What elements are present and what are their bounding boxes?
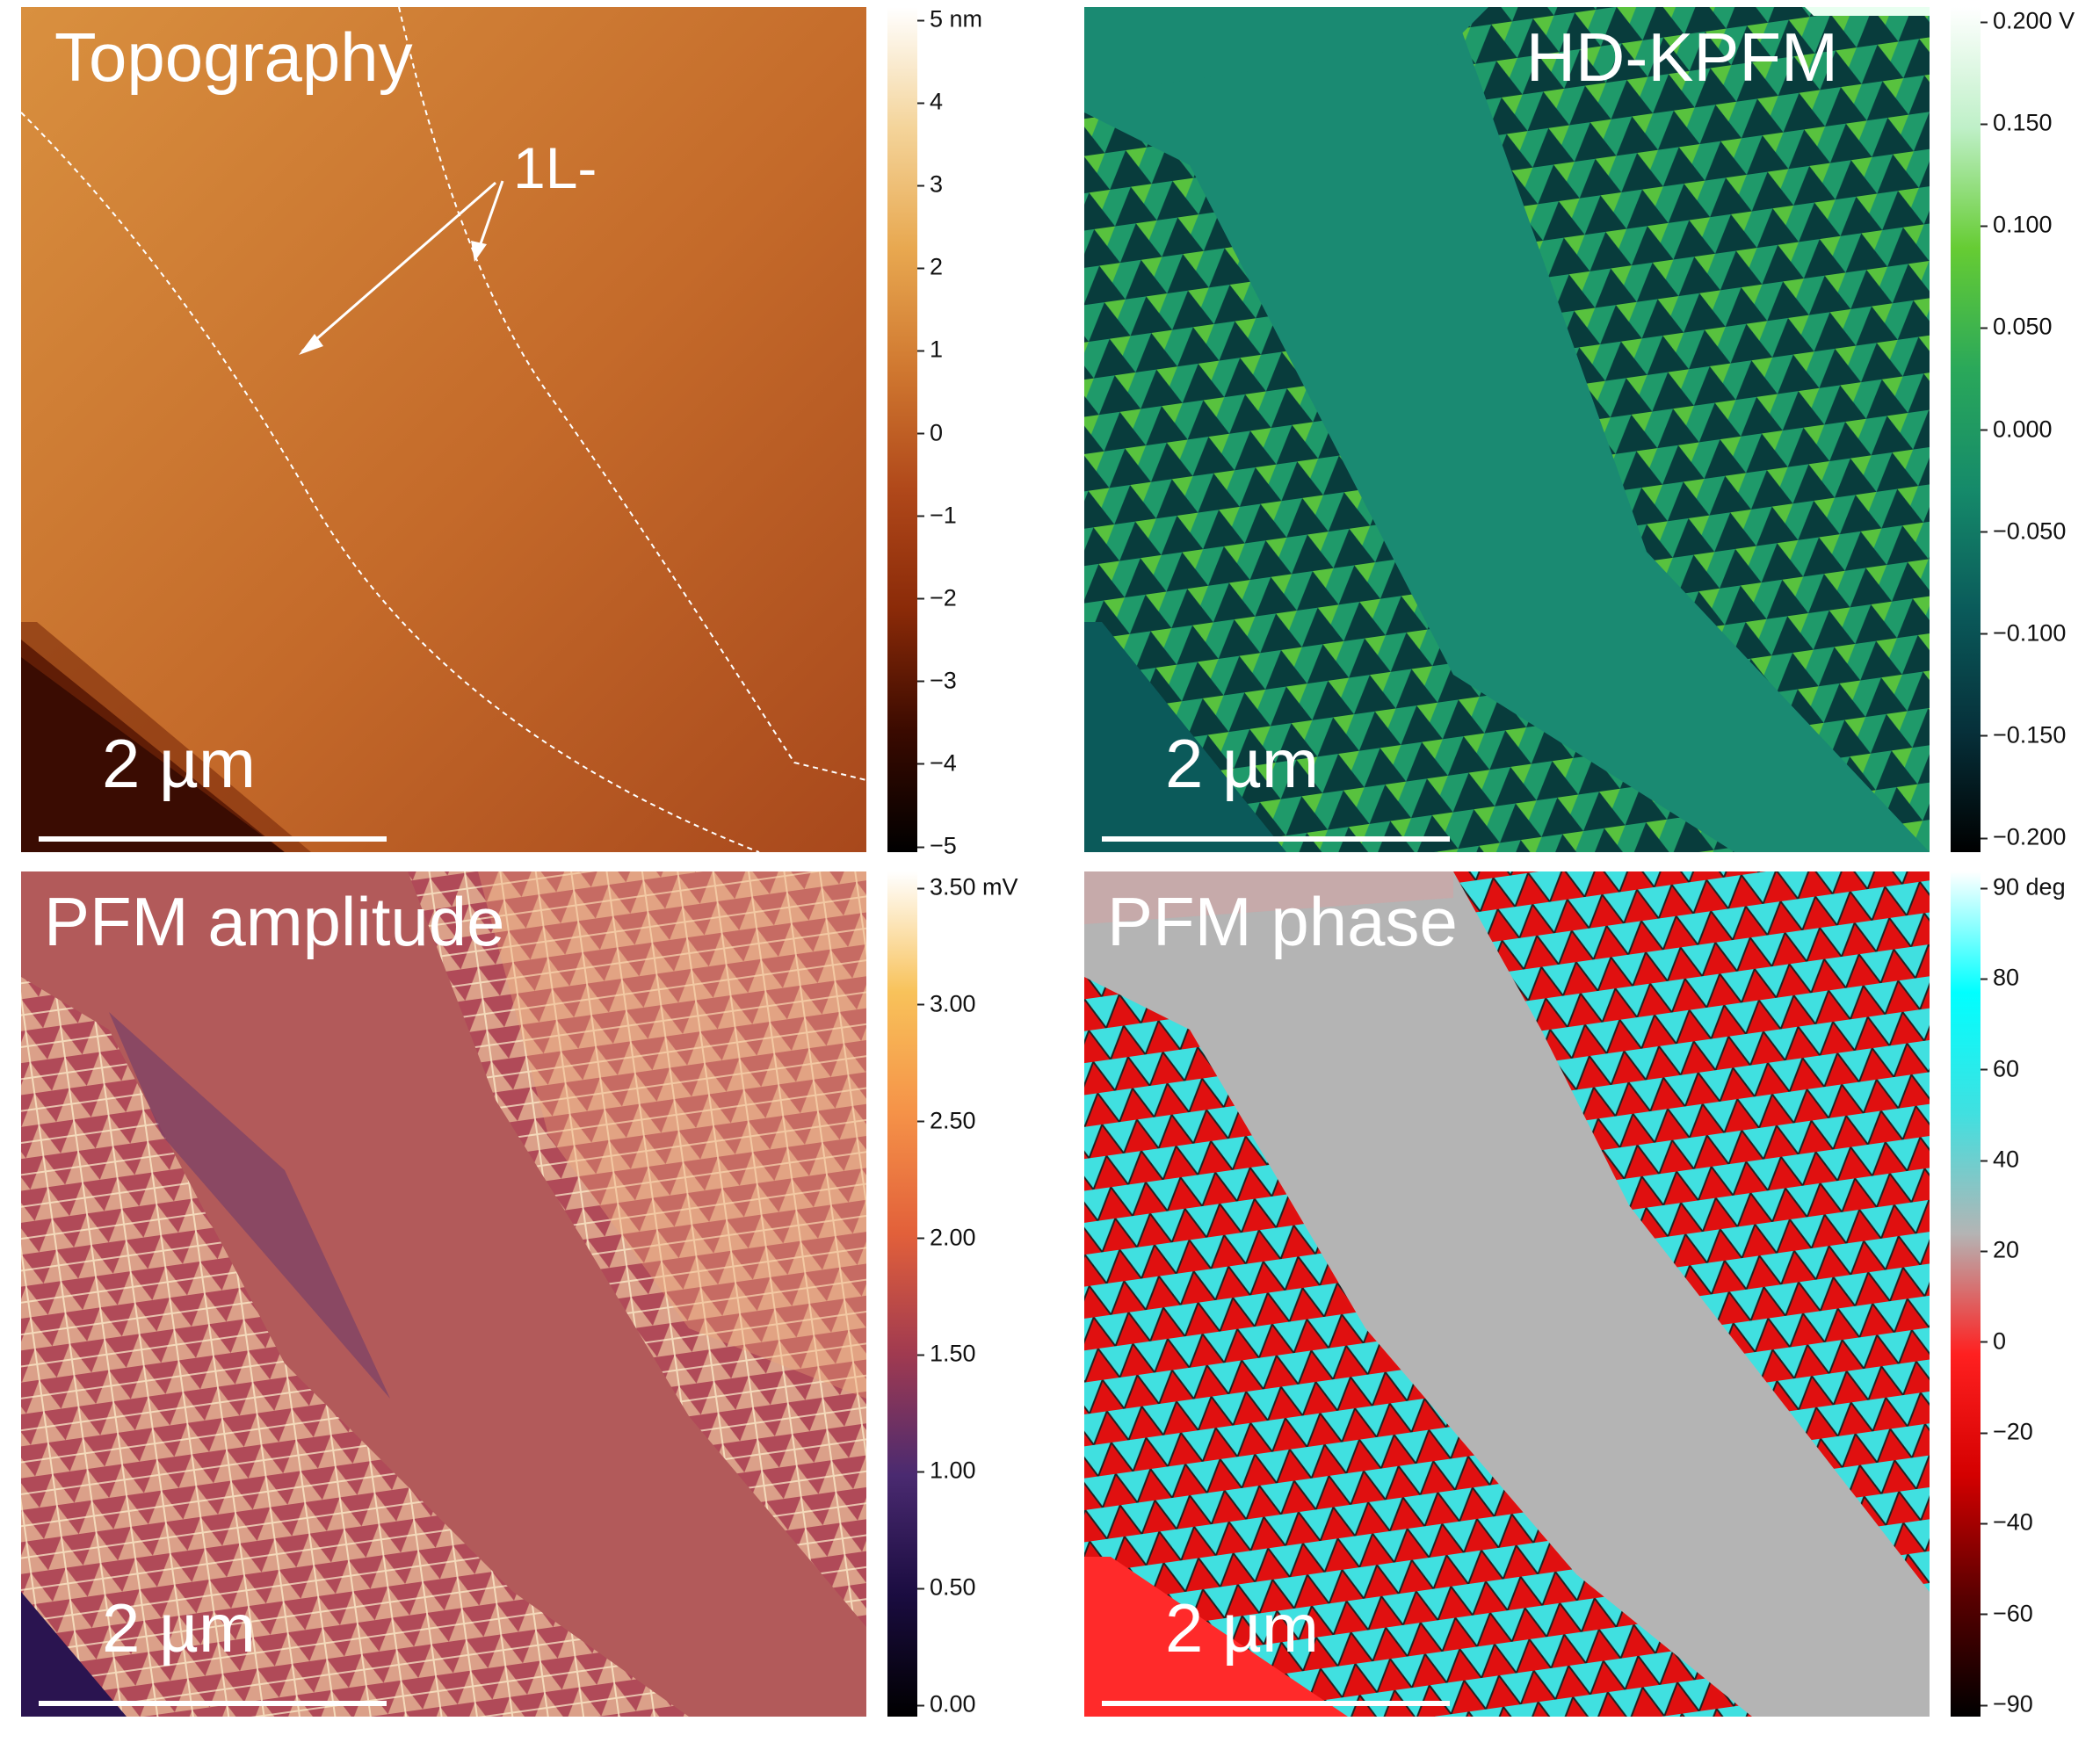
colorbar-tick-label: 4 — [916, 88, 944, 115]
pfm-phase-colorbar — [1951, 871, 1981, 1717]
pfm-phase-title: PFM phase — [1107, 883, 1458, 960]
colorbar-tick-label: −0.200 — [1980, 823, 2067, 850]
colorbar-tick-label: 90 deg — [1981, 873, 2066, 900]
colorbar-tick-label: 1.00 — [917, 1457, 976, 1484]
pfm-amplitude-colorbar — [887, 871, 917, 1717]
pfm-phase-image — [1084, 871, 1930, 1717]
kpfm-panel: HD-KPFM 2 µm — [1084, 7, 1930, 852]
colorbar-tick-label: −3 — [917, 667, 957, 694]
pfm-phase-scalebar-label: 2 µm — [1165, 1589, 1319, 1667]
topography-colorbar — [887, 7, 917, 852]
pfm-phase-scalebar — [1102, 1701, 1450, 1706]
colorbar-tick-label: 2.50 — [917, 1107, 976, 1134]
colorbar-tick-label: 0.000 — [1981, 416, 2053, 442]
colorbar-tick-label: −0.100 — [1980, 619, 2067, 647]
colorbar-tick-label: 0.050 — [1981, 313, 2053, 340]
colorbar-tick-label: 0.00 — [917, 1690, 976, 1717]
colorbar-tick-label: −60 — [1981, 1600, 2033, 1627]
topography-panel: Topography 1L- 2 µm — [21, 7, 866, 852]
colorbar-tick-label: 0.200 V — [1980, 7, 2075, 34]
kpfm-colorbar — [1951, 7, 1981, 852]
colorbar-tick-label: −1 — [917, 502, 957, 529]
colorbar-tick-label: 0.100 — [1981, 211, 2053, 238]
topography-scalebar — [39, 836, 387, 842]
colorbar-tick-label: 0 — [1980, 1327, 2007, 1355]
colorbar-tick-label: −4 — [917, 749, 957, 777]
pfm-amplitude-colorbar-ticks: 3.50 mV 3.00 2.50 2.00 1.50 1.00 0.50 0.00 — [917, 871, 1053, 1750]
topography-title: Topography — [54, 18, 413, 96]
colorbar-tick-label: 1 — [916, 336, 944, 363]
colorbar-tick-label: −2 — [917, 584, 957, 611]
colorbar-tick-label: 3.50 mV — [917, 873, 1018, 900]
topography-colorbar-ticks: 5 nm 4 3 2 1 0 −1 −2 −3 −4 −5 — [916, 5, 1053, 886]
colorbar-tick-label: 40 — [1980, 1146, 2020, 1173]
colorbar-tick-label: −0.050 — [1980, 517, 2067, 545]
colorbar-tick-label: 2.00 — [917, 1224, 976, 1251]
colorbar-tick-label: 1.50 — [917, 1340, 976, 1367]
monolayer-annotation: 1L- — [513, 135, 597, 200]
topography-image — [21, 7, 866, 852]
kpfm-title: HD-KPFM — [1525, 18, 1838, 96]
colorbar-tick-label: −90 — [1981, 1690, 2033, 1717]
kpfm-colorbar-ticks: 0.200 V 0.150 0.100 0.050 0.000 −0.050 −0.100 −… — [1980, 7, 2100, 886]
colorbar-tick-label: 0.150 — [1981, 109, 2053, 136]
pfm-amplitude-title: PFM amplitude — [44, 883, 505, 960]
colorbar-tick-label: 3.00 — [917, 990, 976, 1017]
pfm-phase-colorbar-ticks: 90 deg 80 60 40 20 0 −20 −40 −60 −90 — [1980, 871, 2100, 1750]
colorbar-tick-label: −0.150 — [1980, 721, 2067, 748]
pfm-amplitude-scalebar — [39, 1701, 387, 1706]
kpfm-scalebar — [1102, 836, 1450, 842]
kpfm-scalebar-label: 2 µm — [1165, 725, 1319, 802]
pfm-amplitude-panel: PFM amplitude 2 µm — [21, 871, 866, 1717]
colorbar-tick-label: 0.50 — [917, 1573, 976, 1601]
colorbar-tick-label: 60 — [1980, 1055, 2020, 1082]
pfm-amplitude-image — [21, 871, 866, 1717]
colorbar-tick-label: 2 — [916, 253, 944, 280]
colorbar-tick-label: 80 — [1980, 964, 2020, 991]
kpfm-image — [1084, 7, 1930, 852]
colorbar-tick-label: −20 — [1981, 1418, 2033, 1445]
colorbar-tick-label: 5 nm — [916, 5, 983, 33]
colorbar-tick-label: −5 — [917, 832, 957, 859]
pfm-amplitude-scalebar-label: 2 µm — [102, 1589, 256, 1667]
colorbar-tick-label: 20 — [1980, 1236, 2020, 1263]
topography-scalebar-label: 2 µm — [102, 725, 256, 802]
colorbar-tick-label: −40 — [1981, 1508, 2033, 1536]
pfm-phase-panel: PFM phase 2 µm — [1084, 871, 1930, 1717]
colorbar-tick-label: 0 — [916, 419, 944, 445]
colorbar-tick-label: 3 — [916, 170, 944, 198]
